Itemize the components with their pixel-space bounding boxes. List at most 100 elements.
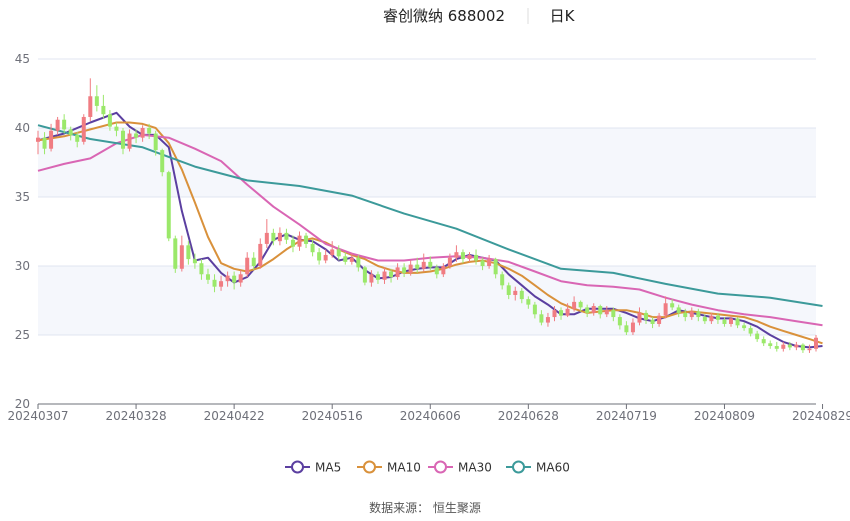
candle-body [290,239,295,247]
candle-body [650,319,655,324]
candle-body [55,119,60,131]
candles [36,78,818,353]
candle-body [323,254,328,261]
candle-body [729,318,734,324]
candle-body [238,274,243,283]
x-tick-label: 20240422 [204,409,265,423]
candle-body [173,238,178,269]
candle-body [585,307,590,313]
candle-body [814,337,818,349]
candle-body [160,150,165,173]
candle-body [310,243,315,253]
candle-body [630,322,635,333]
period-label[interactable]: 日K [550,7,576,25]
candle-body [42,137,47,149]
x-tick-label: 20240606 [400,409,461,423]
candle-body [545,317,550,323]
candle-body [761,339,766,344]
candle-body [800,344,805,351]
candle-body [402,267,407,273]
candle-body [807,348,812,351]
candle-body [572,301,577,309]
candle-body [526,299,531,305]
candle-body [500,274,505,286]
candle-body [264,232,269,244]
y-axis: 20 25 30 35 40 45 [15,52,30,411]
candle-body [49,130,54,149]
candle-body [362,267,367,283]
candle-body [415,264,420,269]
candle-body [304,235,309,244]
candle-body [101,105,106,115]
candle-body [166,172,171,239]
candle-body [559,310,564,316]
candle-body [604,310,609,315]
candle-body [94,96,99,106]
candle-body [147,128,152,134]
candle-body [330,249,335,255]
grid-bands [38,128,816,335]
candle-body [644,312,649,320]
candle-body [114,126,119,131]
candle-body [382,271,387,280]
candle-body [343,256,348,262]
legend-label: MA5 [315,461,341,475]
legend-marker [512,460,525,474]
y-tick-label: 20 [15,397,30,411]
candle-body [480,260,485,266]
candle-body [369,274,374,283]
candle-body [735,318,740,326]
candle-body [192,259,197,264]
candle-body [205,274,210,280]
candle-body [532,304,537,315]
candle-body [277,232,282,242]
candle-body [487,259,492,266]
candle-body [434,267,439,275]
candle-body [251,257,256,266]
candle-body [709,315,714,322]
legend-item-ma5[interactable]: MA5 [285,460,341,475]
candle-body [591,306,596,313]
candle-body [637,312,642,323]
candle-body [722,319,727,324]
candle-body [219,281,224,287]
candle-body [75,134,80,142]
candle-body [748,328,753,334]
y-tick-label: 40 [15,121,30,135]
candle-body [81,116,86,142]
candle-body [127,133,132,149]
candle-body [454,252,459,258]
candle-body [742,325,747,329]
candle-body [120,130,125,149]
candle-body [663,303,668,316]
candle-body [670,303,675,308]
candle-body [474,254,479,261]
candle-body [774,346,779,349]
x-tick-label: 20240307 [7,409,68,423]
candle-body [696,311,701,318]
candle-body [781,344,786,349]
candle-body [153,133,158,151]
candle-body [467,254,472,260]
candle-body [107,114,112,127]
candle-body [375,274,380,280]
candle-body [493,259,498,275]
candle-body [297,235,302,247]
legend-marker [363,460,376,474]
candle-body [395,267,400,278]
data-source-note: 数据来源： 恒生聚源 [369,500,481,515]
candle-body [624,325,629,333]
candle-body [179,245,184,269]
candle-body [258,243,263,266]
legend-label: MA60 [536,461,570,475]
candle-body [617,317,622,326]
candle-body [284,232,289,240]
y-tick-label: 30 [15,259,30,273]
legend-item-ma30[interactable]: MA30 [428,460,492,475]
candle-body [755,333,760,340]
legend-item-ma60[interactable]: MA60 [506,460,570,475]
candle-body [578,301,583,308]
legend-item-ma10[interactable]: MA10 [357,460,421,475]
